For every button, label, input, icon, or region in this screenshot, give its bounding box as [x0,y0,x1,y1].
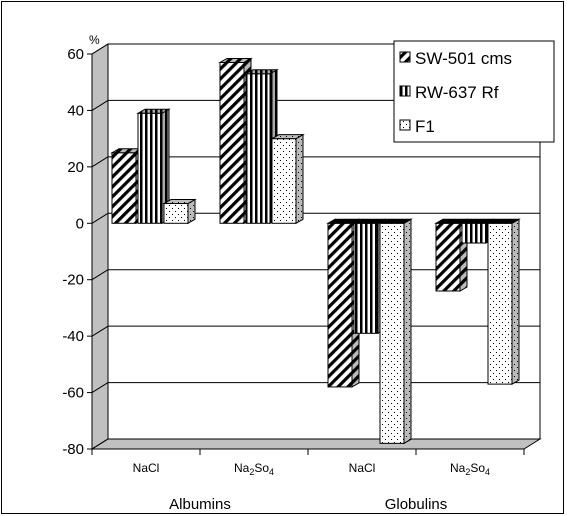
bar-top [378,218,413,224]
legend-swatch-sw501 [399,51,411,63]
bar [435,222,461,292]
x-category-label: NaCl [349,461,376,475]
bar [271,138,297,224]
bar-side [403,218,412,445]
axes-layer [87,53,525,455]
bar-top [460,218,495,224]
legend-label-rw637: RW-637 Rf [415,83,499,102]
y-tick-label: -20 [62,272,84,289]
x-group-label: Albumins [169,496,231,513]
gridline-side [91,156,109,168]
bar-top [244,69,279,75]
y-tick-label: -60 [62,385,84,402]
legend-label-sw501: SW-501 cms [415,49,512,68]
y-tick-label: -40 [62,328,84,345]
y-tick-label: 40 [67,102,84,119]
bar-top [270,134,305,140]
bar [461,222,487,244]
y-tick-label: -80 [62,441,84,458]
gridline-side [91,212,109,224]
bar [111,152,137,224]
gridline-side [91,382,109,393]
bar [245,73,271,224]
bar-side [295,133,304,225]
bar [379,222,405,444]
bar-top [352,218,387,224]
y-tick-label: 20 [67,159,84,176]
gridline-side [91,100,109,111]
y-tick-label: 0 [76,215,84,232]
bar [353,222,379,334]
legend: SW-501 cms RW-637 Rf F1 [393,40,555,143]
bar [327,222,353,388]
gridline-side [91,43,109,55]
legend-box [393,40,555,143]
bar-top [218,57,253,63]
legend-swatch-rw637 [399,85,411,97]
labels-layer: 60 40 20 0 -20 -40 -60 -80 NaCl Na2So4 NaCl Na2So4 A… [62,46,490,513]
gridline-side [91,438,109,450]
gridline-side [91,325,109,337]
bar-side [511,218,520,385]
bar-top [434,218,469,224]
bars-layer [110,57,521,445]
x-group-label: Globulins [385,496,448,513]
bar-top [486,218,521,224]
bar [163,203,189,224]
x-category-label: Na2So4 [234,461,274,477]
bar [487,222,513,385]
legend-swatch-f1 [399,119,411,131]
legend-label-f1: F1 [415,117,435,136]
y-tick-label: 60 [67,46,84,63]
bar-top [162,199,197,205]
gridline-side [91,269,109,281]
bar [137,112,163,224]
bar-top [326,218,361,224]
x-category-label: Na2So4 [450,461,490,477]
plot-side-wall [91,43,109,450]
plot-floor [90,438,542,450]
x-category-label: NaCl [133,461,160,475]
bar-top [136,108,171,114]
y-axis-unit-label: % [89,33,100,47]
bar [219,61,245,224]
